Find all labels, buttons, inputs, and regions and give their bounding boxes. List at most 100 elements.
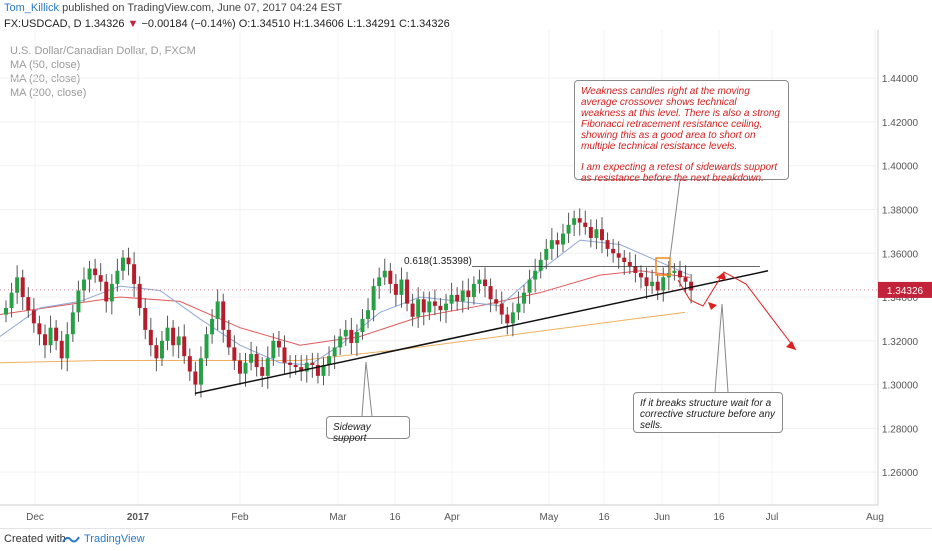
candle	[198, 358, 203, 385]
candle	[42, 334, 47, 346]
x-tick-label: Dec	[26, 512, 44, 523]
candle	[221, 301, 226, 330]
legend-ma20[interactable]: MA (20, close)	[10, 73, 81, 85]
candle	[577, 218, 582, 223]
y-tick-label: 1.38000	[882, 205, 919, 216]
candle	[159, 340, 164, 359]
candle	[81, 279, 86, 291]
candle	[98, 275, 103, 282]
change-value: −0.00184 (−0.14%)	[141, 18, 236, 30]
candle	[633, 266, 638, 273]
arrow-head	[716, 272, 726, 280]
legend-ma50[interactable]: MA (50, close)	[10, 59, 81, 71]
y-tick-label: 1.32000	[882, 337, 919, 348]
candle	[293, 364, 298, 368]
x-tick-label: May	[540, 512, 559, 523]
candle	[237, 360, 242, 374]
candle	[126, 257, 131, 265]
author-link[interactable]: Tom_Killick	[4, 2, 60, 14]
candle	[187, 356, 192, 372]
tradingview-link[interactable]: TradingView	[84, 533, 145, 545]
candle	[193, 371, 198, 385]
candle	[215, 301, 220, 319]
candle	[583, 222, 588, 228]
projection-arrow	[677, 271, 797, 351]
y-tick-label: 1.40000	[882, 162, 919, 173]
x-tick-label: 2017	[127, 512, 150, 523]
candle	[444, 303, 449, 311]
candle	[689, 281, 694, 291]
price-tag	[878, 281, 932, 298]
candle	[572, 218, 577, 225]
price-chart[interactable]: 1.44000 1.42000 1.40000 1.38000 1.36000 1.340…	[0, 0, 932, 528]
y-tick-label: 1.34000	[882, 293, 919, 304]
candle	[549, 240, 554, 249]
note-pointer	[669, 179, 688, 259]
last-price: 1.34326	[84, 18, 125, 30]
candle	[304, 362, 309, 372]
candle	[243, 362, 248, 374]
chart-header: Tom_Killick published on TradingView.com…	[4, 2, 342, 14]
ma200-line	[0, 311, 686, 364]
candle	[644, 277, 649, 287]
ma20-line	[0, 239, 691, 366]
candle	[249, 353, 254, 363]
candle	[399, 279, 404, 295]
candle	[120, 257, 125, 271]
candle	[59, 340, 64, 359]
analysis-note[interactable]: Weakness candles right at the moving ave…	[574, 80, 789, 184]
candle	[588, 227, 593, 238]
close-value: C:1.34326	[398, 18, 450, 30]
candle	[432, 301, 437, 306]
candle	[31, 310, 36, 324]
candle	[265, 358, 270, 376]
tradingview-logo-icon	[62, 536, 80, 543]
candle	[377, 277, 382, 287]
candle	[26, 297, 31, 311]
candle	[672, 270, 677, 273]
candle	[388, 270, 393, 284]
candle	[477, 279, 482, 284]
candle	[627, 262, 632, 267]
support-note[interactable]: Sideway support	[326, 416, 410, 444]
candle	[466, 290, 471, 298]
candle	[299, 367, 304, 372]
candle	[276, 340, 281, 348]
x-tick-label: 16	[713, 512, 725, 523]
candle	[416, 299, 421, 317]
x-axis: Dec 2017 Feb Mar 16 Apr May 16 Jun 16 Jul Aug	[0, 504, 884, 523]
x-tick-label: Jul	[766, 512, 779, 523]
candle	[366, 310, 371, 319]
y-tick-label: 1.26000	[882, 468, 919, 479]
candle	[410, 303, 415, 317]
breakdown-note[interactable]: If it breaks structure wait for a correc…	[633, 392, 783, 433]
candle	[505, 314, 510, 324]
x-tick-label: 16	[389, 512, 401, 523]
candle	[20, 277, 25, 298]
published-text: published on TradingView.com, June 07, 2…	[62, 2, 342, 14]
y-axis: 1.44000 1.42000 1.40000 1.38000 1.36000 1.340…	[877, 30, 932, 505]
candle	[421, 299, 426, 313]
candle	[338, 336, 343, 348]
y-tick-label: 1.42000	[882, 118, 919, 129]
x-tick-label: Aug	[866, 512, 884, 523]
fib-label: 0.618(1.35398)	[404, 256, 472, 267]
candles	[4, 208, 694, 398]
x-tick-label: 16	[598, 512, 610, 523]
candle	[271, 340, 276, 359]
candle	[54, 327, 59, 341]
x-tick-label: Feb	[231, 512, 249, 523]
candle	[460, 290, 465, 302]
note-pointer	[361, 361, 373, 417]
candle	[655, 281, 660, 291]
quote-line: FX:USDCAD, D 1.34326 ▼ −0.00184 (−0.14%)…	[4, 18, 450, 30]
x-tick-label: Mar	[329, 512, 347, 523]
legend-ma200[interactable]: MA (200, close)	[10, 87, 87, 99]
candle	[605, 240, 610, 249]
x-tick-label: Jun	[654, 512, 670, 523]
candle	[87, 268, 92, 280]
support-trendline	[194, 270, 769, 395]
candle	[327, 356, 332, 365]
legend-series[interactable]: U.S. Dollar/Canadian Dollar, D, FXCM	[10, 45, 196, 57]
candle	[494, 299, 499, 304]
